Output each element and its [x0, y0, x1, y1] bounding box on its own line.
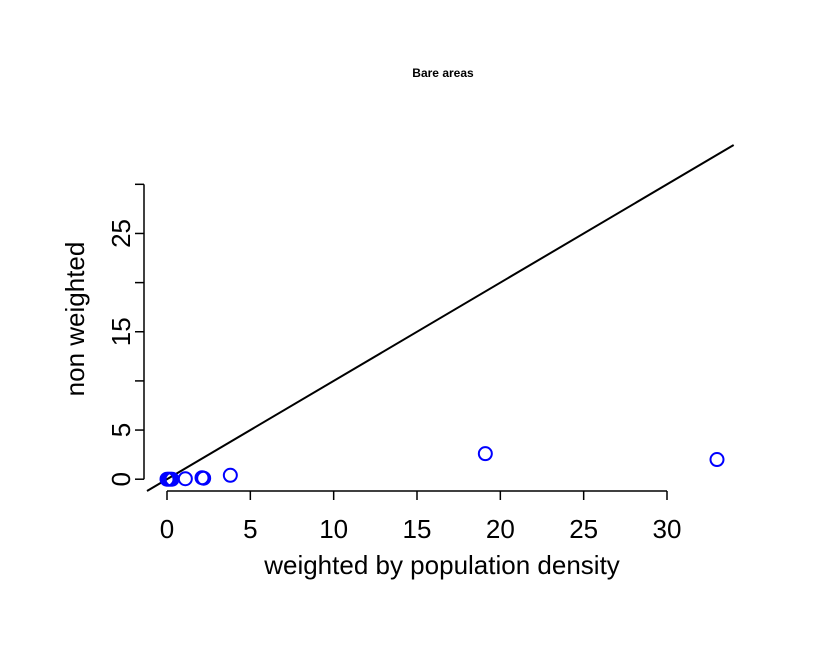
chart-title: Bare areas: [412, 66, 474, 80]
x-tick-label: 25: [569, 514, 598, 544]
y-tick-label: 25: [106, 219, 136, 248]
y-axis: 0 5 15 25: [106, 183, 145, 486]
y-tick-label: 5: [106, 423, 136, 437]
data-point: [477, 446, 493, 462]
identity-reference-line: [146, 144, 735, 492]
y-tick-label: 0: [106, 472, 136, 486]
x-tick-label: 10: [319, 514, 348, 544]
data-point: [177, 471, 193, 487]
data-point: [709, 452, 725, 468]
x-axis: 0 5 10 15 20 25 30: [160, 490, 682, 544]
x-tick-label: 15: [403, 514, 432, 544]
x-tick-label: 5: [243, 514, 257, 544]
x-tick-label: 0: [160, 514, 174, 544]
x-tick-label: 30: [653, 514, 682, 544]
data-point: [196, 470, 212, 486]
x-axis-title: weighted by population density: [263, 550, 620, 580]
x-tick-label: 20: [486, 514, 515, 544]
data-points: [159, 446, 725, 487]
y-axis-title: non weighted: [60, 242, 90, 397]
y-tick-label: 15: [106, 317, 136, 346]
data-point: [222, 467, 238, 483]
